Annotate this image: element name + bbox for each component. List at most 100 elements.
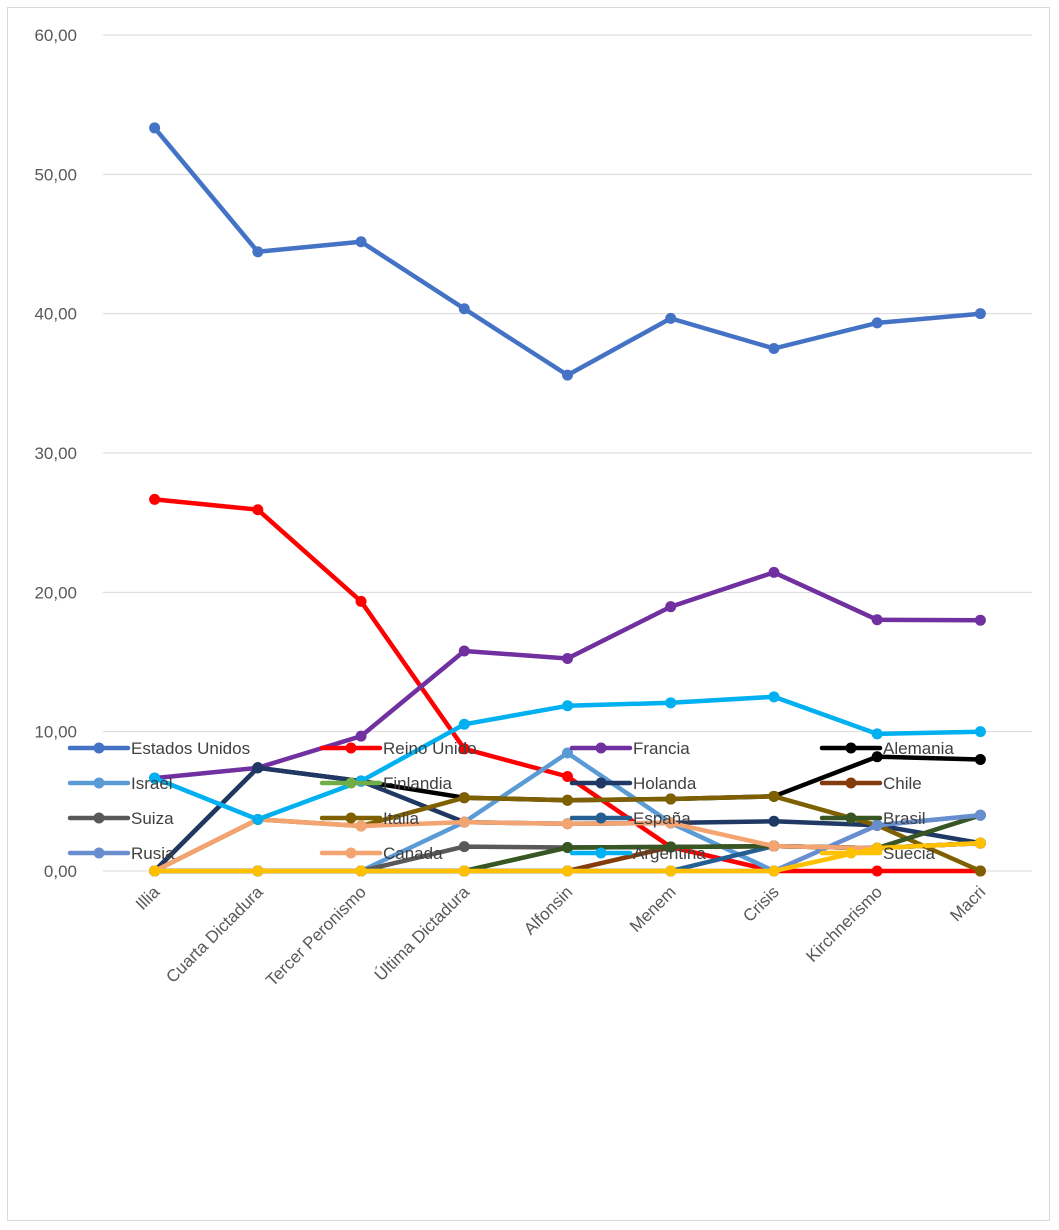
- data-point: [562, 369, 573, 381]
- data-point: [974, 837, 986, 849]
- data-point: [252, 504, 264, 516]
- legend-marker: [93, 812, 105, 824]
- data-point: [355, 595, 367, 607]
- data-point: [665, 817, 677, 829]
- data-point: [355, 820, 367, 832]
- series-line: [152, 125, 983, 378]
- legend-item: Israel: [67, 774, 173, 793]
- data-point: [562, 771, 573, 783]
- data-point: [665, 601, 677, 613]
- legend-item: España: [569, 809, 691, 828]
- legend-item: Holanda: [569, 774, 697, 793]
- data-point: [252, 813, 264, 825]
- legend-item: Chile: [819, 774, 922, 793]
- legend-item: Reino Unido: [319, 739, 477, 758]
- data-point: [458, 303, 470, 315]
- legend-label: Israel: [131, 774, 173, 793]
- data-point: [665, 312, 677, 324]
- data-point: [768, 865, 780, 877]
- data-point: [665, 841, 677, 853]
- y-tick-label: 0,00: [44, 862, 77, 881]
- series-line: [152, 497, 983, 874]
- legend-marker: [345, 742, 357, 754]
- data-point: [252, 865, 264, 877]
- legend-label: España: [633, 809, 691, 828]
- data-point: [458, 743, 470, 755]
- data-point: [871, 317, 883, 329]
- legend-marker: [595, 812, 607, 824]
- data-point: [974, 308, 986, 320]
- y-axis-tick-labels: 0,00 10,00 20,00 30,00 40,00 50,00 60,00: [34, 26, 77, 881]
- data-point: [871, 865, 883, 877]
- legend-marker: [595, 742, 607, 754]
- data-point: [768, 840, 780, 852]
- x-tick-label: Alfonsin: [520, 882, 576, 938]
- data-point: [252, 762, 264, 774]
- data-point: [665, 697, 677, 709]
- x-tick-label: Menem: [626, 882, 680, 936]
- series-estados-unidos: [149, 122, 986, 381]
- data-point: [871, 728, 883, 740]
- legend-item: Finlandia: [319, 774, 453, 793]
- data-point: [768, 343, 780, 354]
- legend-label: Suecia: [883, 844, 936, 863]
- data-point: [252, 246, 264, 258]
- data-point: [458, 645, 470, 657]
- data-point: [768, 815, 780, 827]
- legend-marker: [93, 847, 105, 859]
- legend: Estados Unidos Reino Unido Francia Alemania…: [67, 739, 954, 863]
- legend-marker: [845, 777, 857, 789]
- series-lines: [149, 122, 986, 877]
- data-point: [562, 865, 573, 877]
- data-point: [562, 818, 573, 830]
- legend-marker: [345, 812, 357, 824]
- legend-item: Estados Unidos: [67, 739, 250, 758]
- data-point: [974, 754, 986, 766]
- legend-label: Argentina: [633, 844, 706, 863]
- data-point: [974, 614, 986, 626]
- legend-marker: [93, 777, 105, 789]
- data-point: [871, 751, 883, 763]
- data-point: [974, 809, 986, 821]
- legend-item: Suecia: [819, 844, 936, 863]
- data-point: [562, 653, 573, 665]
- data-point: [871, 614, 883, 626]
- x-tick-label: Cuarta Dictadura: [162, 882, 267, 987]
- legend-label: Italia: [383, 809, 419, 828]
- legend-label: Chile: [883, 774, 922, 793]
- legend-label: Rusia: [131, 844, 175, 863]
- legend-item: Suiza: [67, 809, 174, 828]
- data-point: [458, 816, 470, 828]
- x-tick-label: Kirchnerismo: [802, 882, 886, 966]
- y-tick-label: 60,00: [34, 26, 77, 45]
- legend-marker: [845, 742, 857, 754]
- legend-label: Francia: [633, 739, 690, 758]
- data-point: [458, 865, 470, 877]
- series-argentina: [149, 691, 986, 825]
- data-point: [149, 493, 161, 505]
- data-point: [458, 718, 470, 730]
- data-point: [149, 865, 161, 877]
- legend-item: Brasil: [819, 809, 926, 828]
- legend-label: Holanda: [633, 774, 697, 793]
- legend-label: Canada: [383, 844, 443, 863]
- legend-marker: [845, 812, 857, 824]
- chart-area: [7, 7, 1050, 1221]
- data-point: [562, 841, 573, 853]
- data-point: [562, 747, 573, 759]
- legend-label: Brasil: [883, 809, 926, 828]
- data-point: [974, 726, 986, 738]
- legend-label: Reino Unido: [383, 739, 477, 758]
- legend-item: Italia: [319, 809, 419, 828]
- y-tick-label: 30,00: [34, 444, 77, 463]
- data-point: [665, 793, 677, 805]
- x-tick-label: Última Dictadura: [371, 882, 474, 985]
- data-point: [562, 794, 573, 806]
- y-tick-label: 20,00: [34, 583, 77, 602]
- data-point: [458, 841, 470, 853]
- legend-label: Alemania: [883, 739, 954, 758]
- legend-marker: [345, 847, 357, 859]
- data-point: [149, 122, 161, 134]
